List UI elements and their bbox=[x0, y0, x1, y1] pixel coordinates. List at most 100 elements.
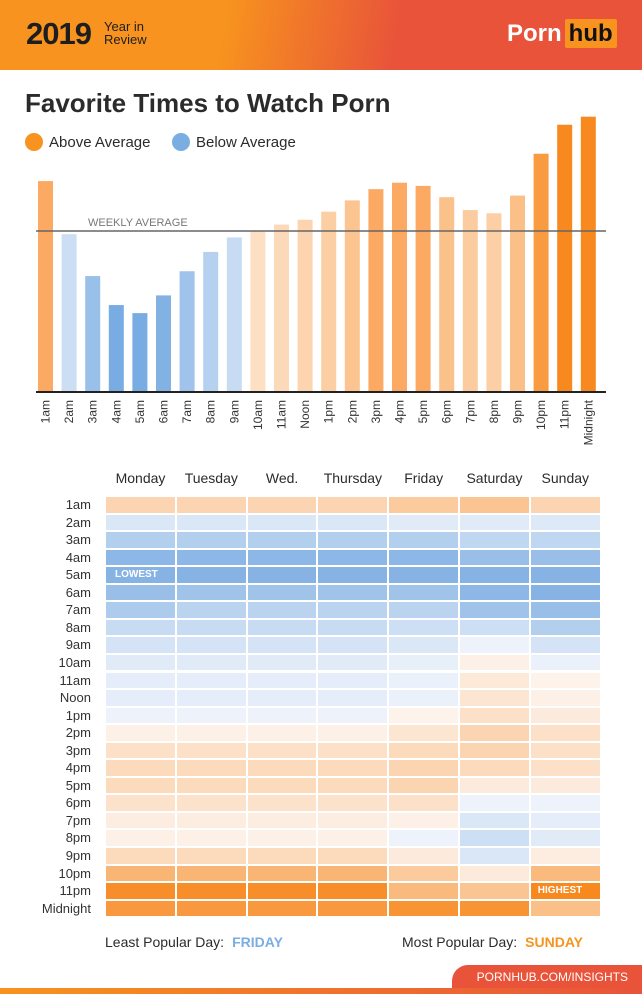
heatmap-cell bbox=[529, 653, 601, 672]
heatmap-row-label: 2pm bbox=[65, 725, 91, 741]
logo-part1: Porn bbox=[507, 20, 562, 47]
heatmap-cell bbox=[388, 601, 459, 619]
bar-10pm bbox=[533, 153, 549, 392]
bar-11pm bbox=[557, 124, 573, 393]
heatmap-cell bbox=[175, 531, 247, 549]
bar-1am bbox=[38, 181, 53, 392]
heatmap-row-label: 11pm bbox=[59, 883, 91, 899]
header-banner: 2019 Year in Review Porn hub bbox=[0, 0, 642, 70]
heatmap-cell bbox=[246, 583, 318, 602]
heatmap-cell bbox=[529, 513, 601, 532]
bar-9pm bbox=[510, 195, 525, 392]
heatmap-cell bbox=[105, 583, 176, 602]
bar-2pm bbox=[344, 200, 360, 392]
heatmap-cell bbox=[459, 864, 530, 883]
heatmap-cell bbox=[175, 829, 247, 847]
heatmap-cell bbox=[246, 829, 318, 847]
heatmap-cell bbox=[459, 759, 530, 777]
heatmap-cell bbox=[317, 829, 389, 847]
heatmap-cell bbox=[175, 864, 247, 883]
x-tick-label: 1am bbox=[39, 400, 53, 423]
least-popular-value: FRIDAY bbox=[232, 934, 283, 950]
heatmap-cell bbox=[388, 636, 459, 654]
least-popular-label: Least Popular Day: bbox=[105, 934, 225, 950]
heatmap-cell bbox=[459, 636, 530, 654]
heatmap-cell bbox=[175, 706, 247, 725]
heatmap-cell bbox=[317, 706, 389, 725]
heatmap-cell bbox=[246, 636, 318, 654]
logo-part2: hub bbox=[564, 19, 617, 48]
heatmap-cell bbox=[529, 548, 601, 567]
heatmap-cell bbox=[246, 899, 318, 918]
heatmap-cell bbox=[246, 618, 318, 637]
bar-Midnight bbox=[580, 116, 596, 392]
heatmap-cell bbox=[459, 653, 530, 672]
heatmap-cell bbox=[246, 741, 318, 760]
heatmap-cell bbox=[317, 531, 389, 549]
x-tick-label: 7pm bbox=[463, 400, 477, 423]
x-tick-label: 9pm bbox=[511, 400, 525, 423]
heatmap-cell bbox=[105, 899, 176, 918]
x-tick-label: 11am bbox=[275, 400, 289, 429]
heatmap-column-header: Tuesday bbox=[184, 470, 238, 486]
heatmap-cell bbox=[317, 566, 389, 584]
heatmap-cell bbox=[105, 864, 176, 883]
heatmap-cell bbox=[388, 741, 459, 760]
heatmap-cell bbox=[529, 496, 601, 514]
chart-title: Favorite Times to Watch Porn bbox=[25, 88, 391, 118]
heatmap-cell bbox=[105, 776, 176, 795]
bar-3pm bbox=[368, 189, 384, 392]
heatmap-cell bbox=[459, 882, 530, 900]
heatmap-row-label: Noon bbox=[59, 690, 91, 706]
heatmap-cell bbox=[246, 776, 318, 795]
heatmap-cell bbox=[529, 724, 601, 742]
heatmap-cell bbox=[529, 583, 601, 602]
heatmap-cell bbox=[246, 601, 318, 619]
legend-below-label: Below Average bbox=[196, 133, 296, 151]
heatmap-cell bbox=[105, 618, 176, 637]
insights-link[interactable]: PORNHUB.COM/INSIGHTS bbox=[452, 965, 642, 990]
heatmap-cell bbox=[388, 724, 459, 742]
heatmap-cell bbox=[459, 847, 530, 865]
weekly-average-label: WEEKLY AVERAGE bbox=[88, 217, 188, 229]
bar-8pm bbox=[486, 213, 502, 392]
heatmap-cell bbox=[105, 759, 176, 777]
bottom-bar bbox=[0, 988, 642, 994]
above-dot-icon bbox=[25, 133, 43, 151]
heatmap-cell bbox=[175, 671, 247, 690]
bar-2am bbox=[61, 234, 77, 392]
heatmap-cell bbox=[529, 776, 601, 795]
heatmap-column-header: Thursday bbox=[323, 470, 383, 486]
heatmap-column-header: Sunday bbox=[541, 470, 590, 486]
heatmap-cell bbox=[459, 811, 530, 830]
x-tick-label: 4am bbox=[109, 400, 123, 423]
heatmap-cell bbox=[175, 496, 247, 514]
x-tick-label: 7am bbox=[180, 400, 194, 423]
heatmap-cell bbox=[317, 864, 389, 883]
heatmap-cell bbox=[105, 829, 176, 847]
heatmap-row-label: 3pm bbox=[65, 742, 91, 758]
heatmap-cell bbox=[246, 794, 318, 812]
heatmap-cell bbox=[388, 882, 459, 900]
most-popular-label: Most Popular Day: bbox=[402, 934, 518, 950]
heatmap-cell bbox=[388, 548, 459, 567]
legend-below: Below Average bbox=[172, 133, 296, 151]
heatmap-cell bbox=[529, 531, 601, 549]
heatmap-cell bbox=[105, 601, 176, 619]
legend-above: Above Average bbox=[25, 133, 150, 151]
heatmap-cell bbox=[388, 671, 459, 690]
heatmap-row-label: Midnight bbox=[41, 900, 91, 916]
heatmap-cell bbox=[459, 689, 530, 707]
heatmap-annotation-lowest: LOWEST bbox=[115, 569, 158, 581]
heatmap-cell bbox=[246, 882, 318, 900]
heatmap-cell bbox=[529, 899, 601, 918]
heatmap-cell bbox=[459, 618, 530, 637]
heatmap-cell bbox=[388, 653, 459, 672]
heatmap-cell bbox=[529, 706, 601, 725]
heatmap-cell bbox=[388, 566, 459, 584]
heatmap-cell bbox=[246, 513, 318, 532]
x-tick-label: 8am bbox=[204, 400, 218, 423]
heatmap-cell bbox=[175, 776, 247, 795]
heatmap-row-label: 2am bbox=[65, 514, 91, 530]
bar-5pm bbox=[415, 185, 431, 392]
